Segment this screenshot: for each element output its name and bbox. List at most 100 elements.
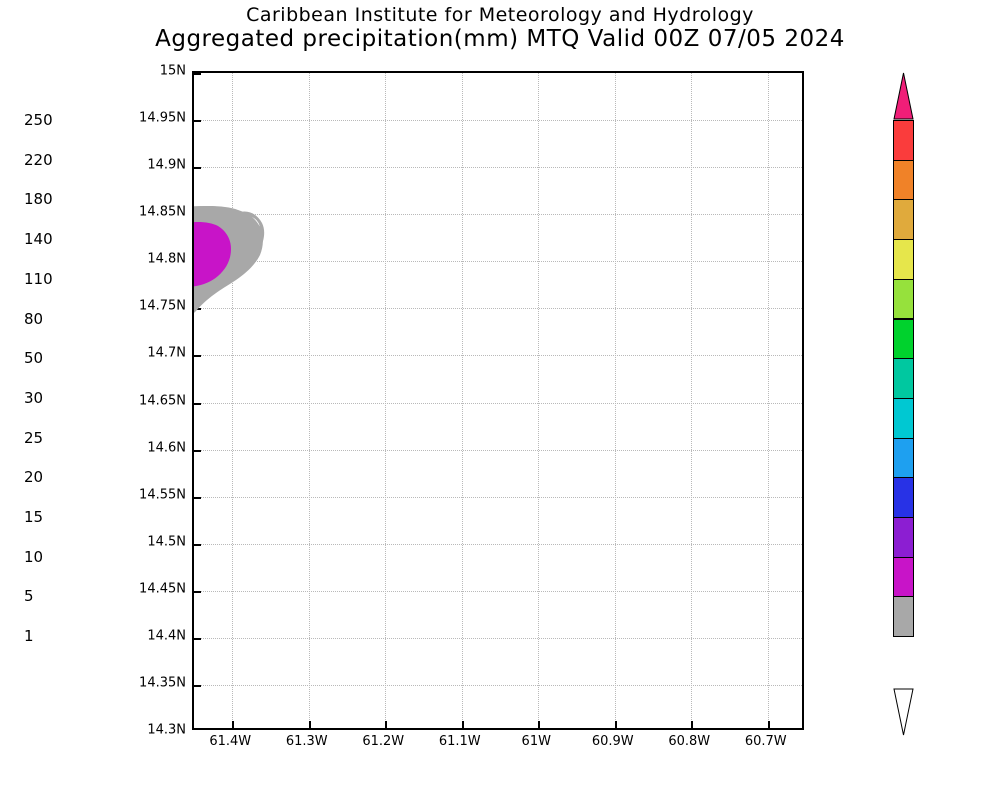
gridline-horizontal [194, 449, 802, 451]
colorbar-band [893, 556, 914, 598]
gridline-vertical [232, 73, 234, 728]
y-axis-tick-label: 14.55N [139, 487, 186, 503]
gridline-vertical [691, 73, 693, 728]
y-axis-tick-label: 14.35N [139, 675, 186, 691]
y-axis-tick-label: 14.4N [147, 628, 186, 644]
colorbar-tick-label: 20 [24, 468, 44, 487]
gridline-horizontal [194, 496, 802, 498]
tick-y [194, 684, 201, 687]
colorbar-tick-label: 25 [24, 428, 44, 447]
map-plot-area [192, 71, 804, 730]
tick-y [194, 402, 201, 405]
gridline-horizontal [194, 167, 802, 169]
colorbar-under-arrow [893, 688, 914, 736]
tick-x [461, 721, 464, 728]
tick-y [194, 496, 201, 499]
y-axis-tick-label: 14.9N [147, 157, 186, 173]
tick-y [194, 73, 201, 75]
gridline-vertical [308, 73, 310, 728]
x-axis-tick-label: 60.9W [591, 734, 634, 749]
tick-y [194, 590, 201, 593]
tick-y [194, 355, 201, 358]
colorbar-tick-label: 10 [24, 547, 44, 566]
y-axis-tick-label: 14.5N [147, 534, 186, 550]
colorbar-over-arrow [893, 72, 914, 120]
tick-y [194, 449, 201, 452]
colorbar-band [893, 239, 914, 280]
gridline-vertical [385, 73, 387, 728]
y-axis-tick-label: 14.8N [147, 251, 186, 267]
colorbar-tick-label: 80 [24, 309, 44, 328]
colorbar-band [893, 358, 914, 399]
tick-y [194, 308, 201, 311]
colorbar-band [893, 159, 914, 201]
tick-x [385, 721, 388, 728]
y-axis-tick-label: 14.85N [139, 204, 186, 220]
x-axis-tick-label: 60.7W [744, 734, 787, 749]
gridline-horizontal [194, 308, 802, 310]
gridline-vertical [538, 73, 540, 728]
colorbar-tick-label: 250 [24, 111, 53, 129]
gridline-horizontal [194, 355, 802, 357]
colorbar-tick-label: 180 [24, 190, 53, 209]
colorbar-band [893, 318, 914, 360]
colorbar-band [893, 120, 914, 161]
x-axis-tick-label: 61.3W [285, 734, 328, 749]
gridline-vertical [767, 73, 769, 728]
colorbar-tick-label: 140 [24, 230, 53, 249]
y-axis-tick-label: 14.7N [147, 345, 186, 361]
precipitation-contour-layer [194, 205, 265, 313]
tick-y [194, 167, 201, 170]
colorbar-band [893, 437, 914, 479]
y-axis-tick-label: 15N [159, 63, 186, 79]
gridline-vertical [461, 73, 463, 728]
x-axis-tick-label: 61.1W [438, 734, 481, 749]
y-axis-tick-label: 14.95N [139, 110, 186, 126]
tick-x [538, 721, 541, 728]
gridline-horizontal [194, 684, 802, 686]
gridline-horizontal [194, 402, 802, 404]
tick-x [614, 721, 617, 728]
gridline-horizontal [194, 637, 802, 639]
gridline-vertical [614, 73, 616, 728]
y-axis-tick-label: 14.6N [147, 440, 186, 456]
tick-y [194, 120, 201, 123]
tick-x [232, 721, 235, 728]
x-axis-tick-label: 61.2W [362, 734, 405, 749]
tick-y [194, 543, 201, 546]
colorbar-band [893, 517, 914, 558]
y-axis-tick-label: 14.3N [147, 722, 186, 738]
page-title: Aggregated precipitation(mm) MTQ Valid 0… [155, 26, 845, 52]
y-axis-tick-label: 14.65N [139, 393, 186, 408]
colorbar-band [893, 397, 914, 439]
y-axis-tick-label: 14.75N [139, 298, 186, 314]
tick-x [691, 721, 694, 728]
plot-inner [194, 73, 802, 728]
x-axis-tick-label: 60.8W [668, 734, 711, 749]
gridline-horizontal [194, 120, 802, 122]
colorbar-tick-label: 15 [24, 508, 44, 526]
contour-band-5-10mm [194, 222, 231, 287]
colorbar-tick-label: 220 [24, 150, 53, 169]
colorbar-tick-label: 1 [24, 627, 34, 646]
gridline-horizontal [194, 261, 802, 263]
colorbar [893, 72, 914, 736]
colorbar-band [893, 596, 914, 638]
gridline-horizontal [194, 543, 802, 545]
colorbar-tick-label: 50 [24, 349, 44, 368]
tick-x [308, 721, 311, 728]
y-axis-tick-label: 14.45N [139, 581, 186, 597]
chart-title-block: Caribbean Institute for Meteorology and … [0, 4, 1000, 52]
institute-title: Caribbean Institute for Meteorology and … [246, 4, 754, 26]
tick-x [767, 721, 770, 728]
colorbar-tick-label: 110 [24, 269, 53, 288]
x-axis-tick-label: 61W [521, 734, 551, 749]
colorbar-band [893, 477, 914, 518]
gridline-horizontal [194, 214, 802, 216]
gridline-horizontal [194, 590, 802, 592]
colorbar-tick-label: 5 [24, 587, 34, 606]
colorbar-band [893, 278, 914, 320]
x-axis-tick-label: 61.4W [209, 734, 252, 749]
tick-y [194, 637, 201, 640]
colorbar-tick-label: 30 [24, 388, 44, 407]
